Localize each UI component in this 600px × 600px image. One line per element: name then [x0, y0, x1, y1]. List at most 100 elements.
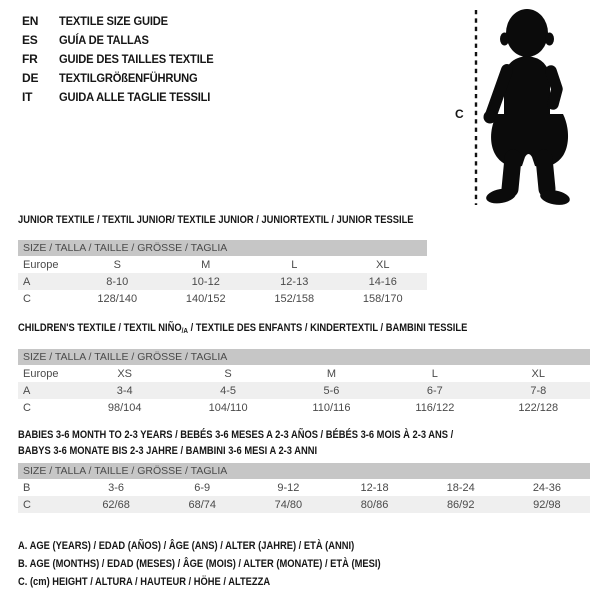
baby-ear-left	[500, 32, 509, 46]
size-cell: 62/68	[102, 498, 130, 511]
junior-textile-section: JUNIOR TEXTILE / TEXTIL JUNIOR/ TEXTILE …	[18, 212, 427, 307]
size-cell: 8-10	[106, 275, 129, 288]
lang-title-fr: GUIDE DES TAILLES TEXTILE	[59, 52, 214, 66]
childrens-size-table: Europe XS S M L XL A 3-4 4-5 5-6 6-7 7-8…	[18, 365, 590, 416]
size-cell: 6-7	[426, 384, 443, 397]
size-cell: 104/110	[208, 401, 248, 414]
lang-code-it: IT	[22, 90, 33, 104]
row-label: A	[23, 275, 31, 288]
language-title-list: EN TEXTILE SIZE GUIDE ES GUÍA DE TALLAS FR…	[22, 11, 225, 106]
lang-row-it: IT GUIDA ALLE TAGLIE TESSILI	[22, 87, 225, 106]
title-text: / TEXTILE DES ENFANTS / KINDERTEXTIL / B…	[187, 322, 468, 334]
size-cell: M	[326, 367, 337, 380]
table-row-height: C 62/68 68/74 74/80 80/86 86/92 92/98	[18, 496, 590, 513]
babies-table-title: BABIES 3-6 MONTH TO 2-3 YEARS / BEBÉS 3-…	[18, 427, 504, 459]
row-label: B	[23, 481, 31, 494]
size-cell: 12-13	[280, 275, 309, 288]
legend: A. AGE (YEARS) / EDAD (AÑOS) / ÂGE (ANS)…	[18, 537, 445, 591]
size-header-bar: SIZE / TALLA / TAILLE / GRÖSSE / TAGLIA	[18, 349, 590, 365]
size-header-bar: SIZE / TALLA / TAILLE / GRÖSSE / TAGLIA	[18, 240, 427, 256]
size-cell: S	[113, 258, 121, 271]
lang-code-fr: FR	[22, 52, 38, 66]
size-cell: 68/74	[188, 498, 216, 511]
baby-torso	[504, 56, 550, 120]
size-cell: 12-18	[360, 481, 389, 494]
lang-code-en: EN	[22, 14, 39, 28]
size-cell: 3-6	[108, 481, 125, 494]
title-subscript: /A	[181, 326, 188, 335]
size-cell: 116/122	[415, 401, 455, 414]
baby-leg-left	[501, 149, 522, 198]
row-label: C	[23, 498, 31, 511]
size-bar-label: SIZE / TALLA / TAILLE / GRÖSSE / TAGLIA	[23, 351, 228, 363]
lang-title-es: GUÍA DE TALLAS	[59, 33, 149, 47]
lang-row-de: DE TEXTILGRÖßENFÜHRUNG	[22, 68, 225, 87]
row-label: C	[23, 401, 31, 414]
baby-ear-right	[545, 32, 554, 46]
baby-arm-left	[485, 64, 513, 121]
size-cell: 6-9	[194, 481, 211, 494]
baby-shorts	[491, 114, 569, 167]
size-bar-label: SIZE / TALLA / TAILLE / GRÖSSE / TAGLIA	[23, 465, 228, 477]
baby-foot-left	[486, 188, 516, 204]
size-cell: 18-24	[446, 481, 475, 494]
table-row-height: C 128/140 140/152 152/158 158/170	[18, 290, 427, 307]
size-cell: L	[431, 367, 438, 380]
babies-size-table: B 3-6 6-9 9-12 12-18 18-24 24-36 C 62/68…	[18, 479, 590, 513]
size-cell: S	[224, 367, 232, 380]
baby-leg-right	[535, 149, 556, 198]
size-cell: 3-4	[116, 384, 133, 397]
legend-height: C. (cm) HEIGHT / ALTURA / HAUTEUR / HÖHE…	[18, 576, 271, 588]
baby-arm-right	[545, 65, 563, 110]
size-cell: 10-12	[191, 275, 220, 288]
table-row-europe: Europe XS S M L XL	[18, 365, 590, 382]
baby-hand-left	[483, 110, 497, 124]
size-cell: 98/104	[107, 401, 142, 414]
size-cell: 7-8	[530, 384, 547, 397]
row-label: A	[23, 384, 31, 397]
babies-textile-section: BABIES 3-6 MONTH TO 2-3 YEARS / BEBÉS 3-…	[18, 427, 590, 513]
lang-code-es: ES	[22, 33, 38, 47]
size-cell: M	[201, 258, 211, 271]
junior-table-title: JUNIOR TEXTILE / TEXTIL JUNIOR/ TEXTILE …	[18, 214, 414, 226]
size-cell: 5-6	[323, 384, 340, 397]
babies-title-line2: BABYS 3-6 MONATE BIS 2-3 JAHRE / BAMBINI…	[18, 445, 318, 457]
row-label: C	[23, 292, 31, 305]
size-cell: XL	[531, 367, 546, 380]
lang-title-en: TEXTILE SIZE GUIDE	[59, 14, 168, 28]
size-cell: L	[291, 258, 298, 271]
table-row-europe: Europe S M L XL	[18, 256, 427, 273]
size-cell: 14-16	[368, 275, 397, 288]
legend-age-years: A. AGE (YEARS) / EDAD (AÑOS) / ÂGE (ANS)…	[18, 540, 355, 552]
size-cell: 24-36	[532, 481, 561, 494]
height-measure-label: C	[455, 107, 464, 121]
baby-foot-right	[540, 190, 570, 205]
lang-code-de: DE	[22, 71, 39, 85]
size-cell: 128/140	[97, 292, 138, 305]
size-cell: 140/152	[185, 292, 226, 305]
lang-row-fr: FR GUIDE DES TAILLES TEXTILE	[22, 49, 225, 68]
size-cell: 86/92	[446, 498, 475, 511]
junior-size-table: Europe S M L XL A 8-10 10-12 12-13 14-16…	[18, 256, 427, 307]
lang-row-es: ES GUÍA DE TALLAS	[22, 30, 225, 49]
row-label: Europe	[23, 258, 59, 271]
babies-title-line1: BABIES 3-6 MONTH TO 2-3 YEARS / BEBÉS 3-…	[18, 429, 454, 441]
size-cell: 74/80	[274, 498, 303, 511]
size-cell: XL	[376, 258, 390, 271]
size-cell: 9-12	[277, 481, 300, 494]
size-cell: XS	[117, 367, 133, 380]
legend-age-months: B. AGE (MONTHS) / EDAD (MESES) / ÂGE (MO…	[18, 558, 381, 570]
table-row-age: A 3-4 4-5 5-6 6-7 7-8	[18, 382, 590, 399]
size-cell: 122/128	[518, 401, 559, 414]
table-row-age: A 8-10 10-12 12-13 14-16	[18, 273, 427, 290]
size-cell: 92/98	[533, 498, 561, 511]
size-cell: 80/86	[360, 498, 389, 511]
height-figure	[474, 9, 570, 205]
size-header-bar: SIZE / TALLA / TAILLE / GRÖSSE / TAGLIA	[18, 463, 590, 479]
table-row-height: C 98/104 104/110 110/116 116/122 122/128	[18, 399, 590, 416]
lang-title-de: TEXTILGRÖßENFÜHRUNG	[59, 71, 198, 85]
row-label: Europe	[23, 367, 59, 380]
size-cell: 110/116	[312, 401, 351, 414]
size-bar-label: SIZE / TALLA / TAILLE / GRÖSSE / TAGLIA	[23, 242, 228, 254]
